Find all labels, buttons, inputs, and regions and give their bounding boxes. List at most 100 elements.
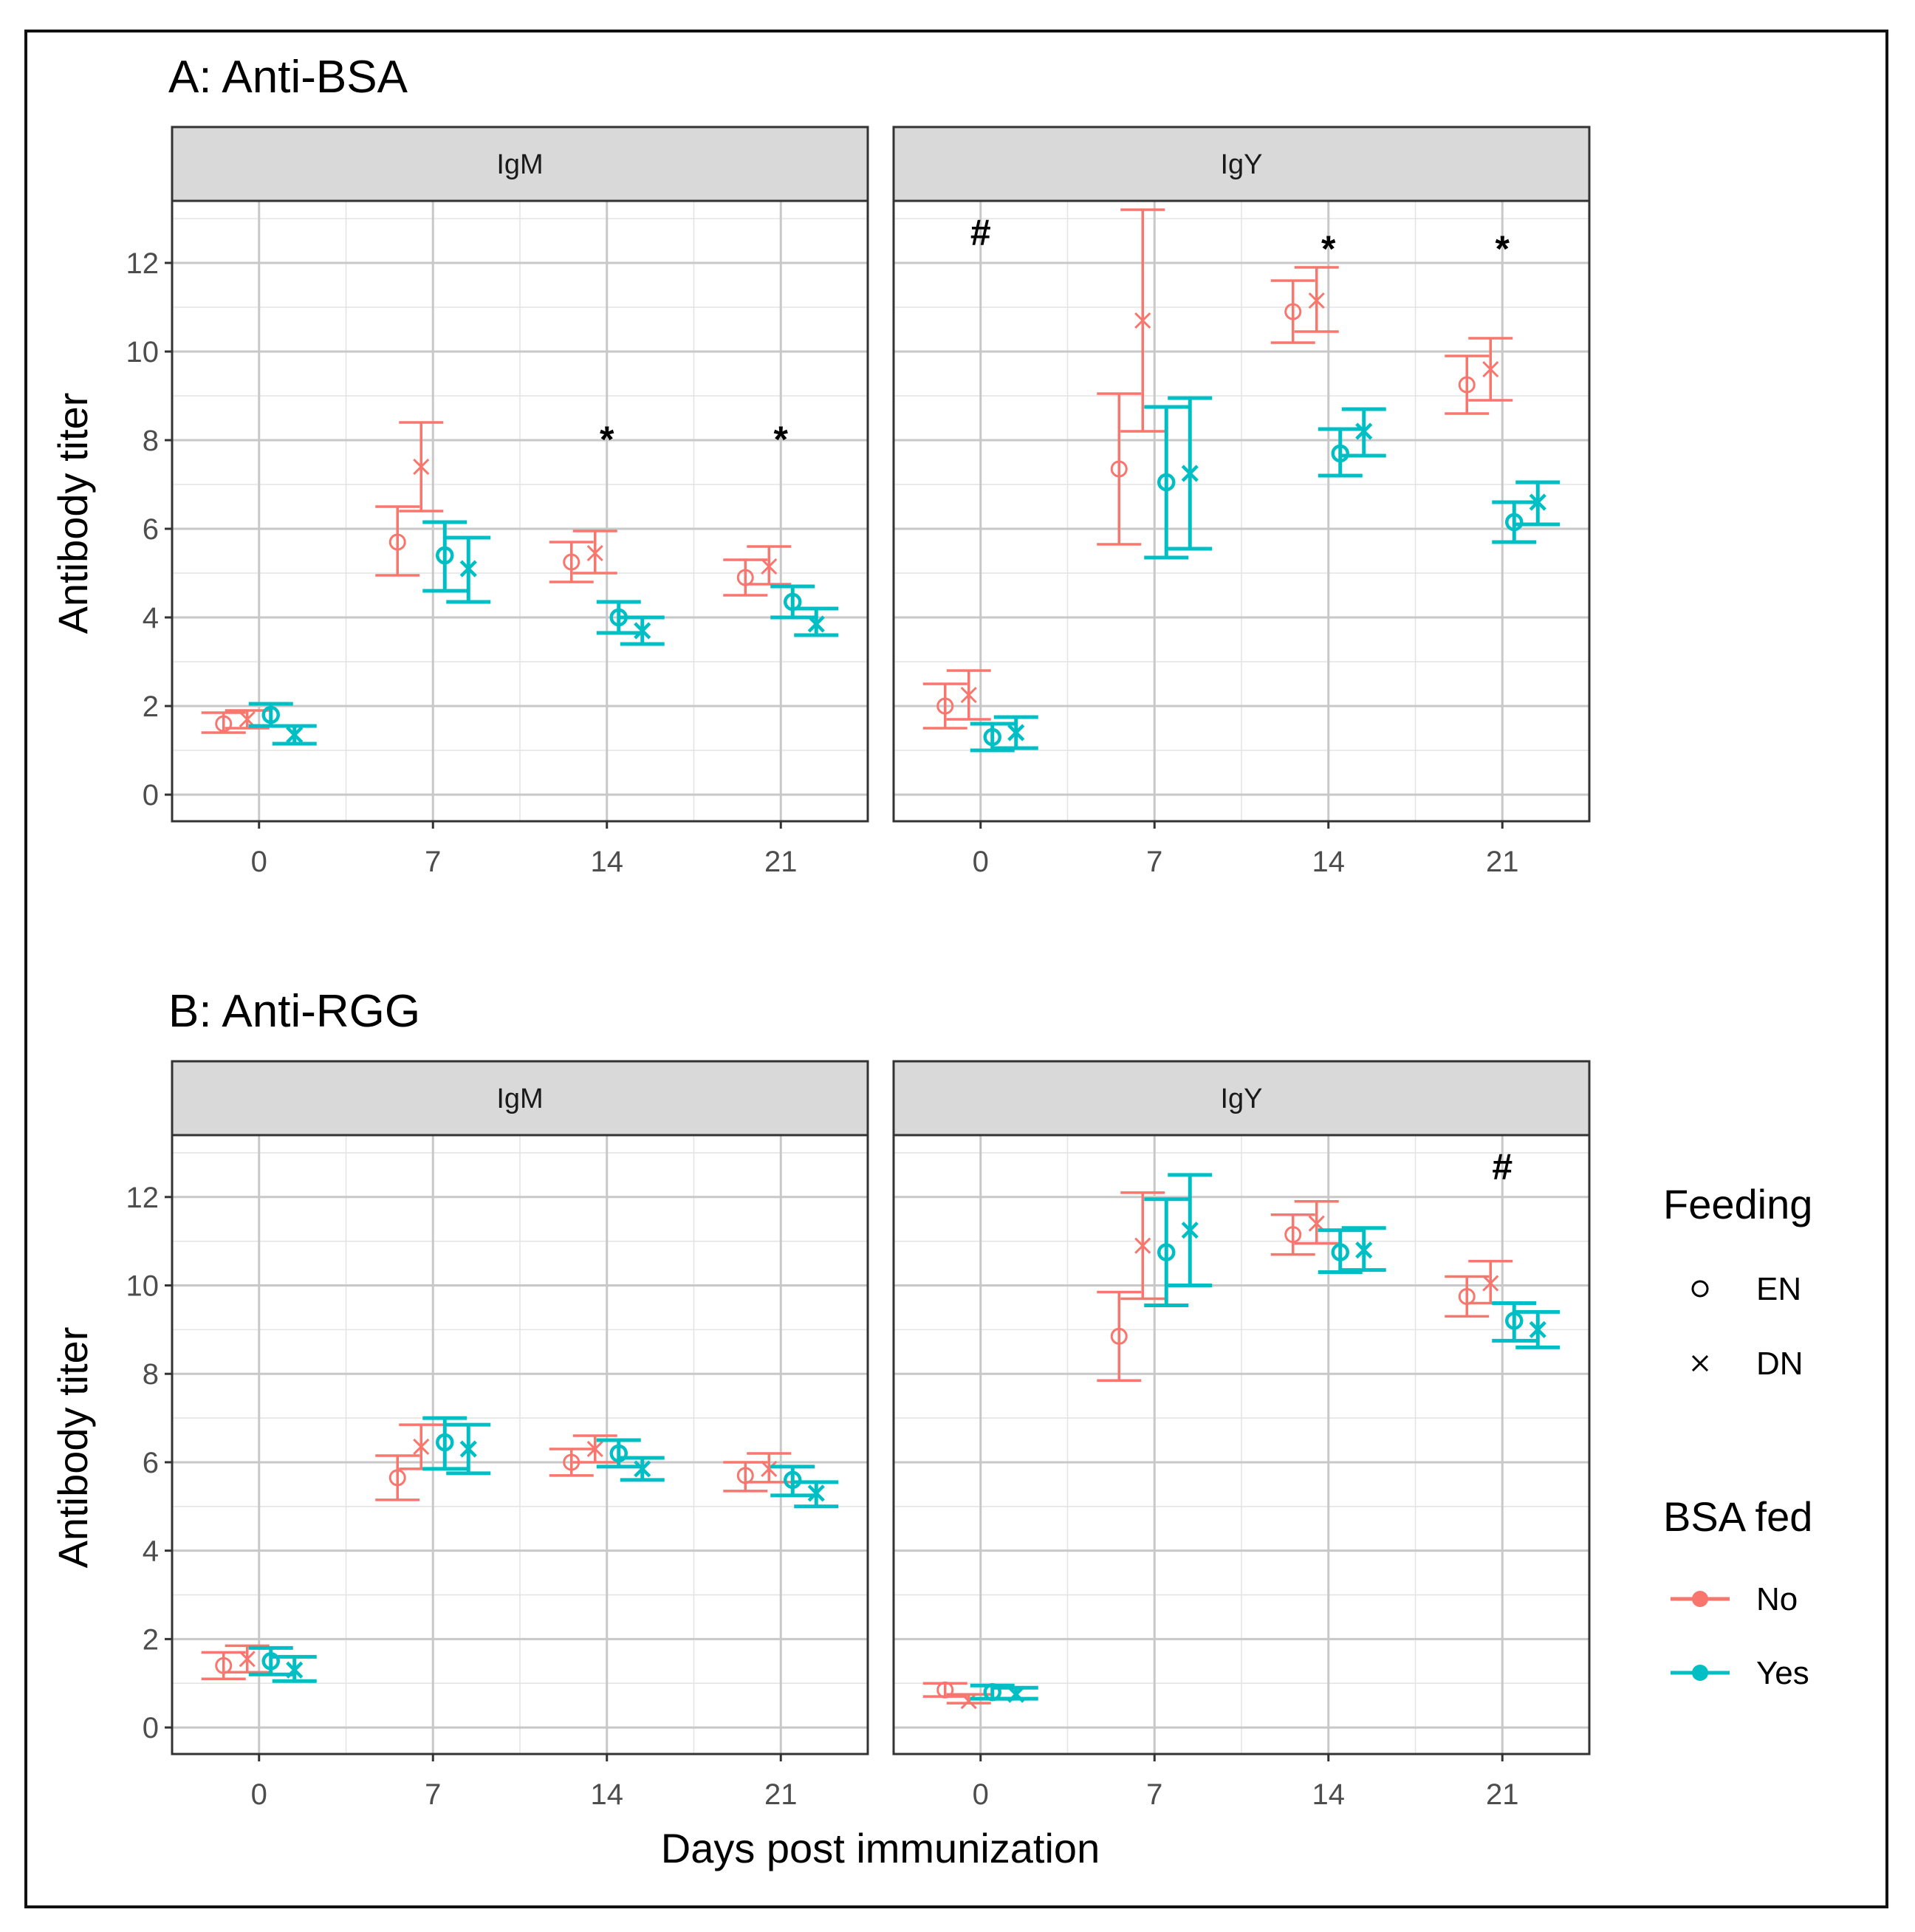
panel-b-igy: 0 7 14 21 # IgY (892, 1060, 1591, 1811)
x-axis-title: Days post immunization (661, 1825, 1100, 1871)
legend-cross-icon (1691, 1354, 1709, 1372)
strip-background (892, 126, 1591, 202)
error-bar (1445, 1275, 1490, 1318)
point-cross (1134, 312, 1151, 329)
panel-a-igm: 0 2 4 6 8 10 12 0 7 14 21 * * IgM (126, 126, 869, 878)
x-tick-label: 7 (1146, 1778, 1162, 1811)
point-circle (983, 1682, 1001, 1702)
error-bar (549, 541, 594, 583)
error-bar (1270, 1213, 1315, 1256)
point-cross-stroke (1355, 1241, 1373, 1259)
x-tick-label: 0 (973, 846, 989, 878)
x-tick-label: 0 (973, 1778, 989, 1811)
x-tick-label: 21 (764, 846, 798, 878)
legend-circle-icon (1691, 1280, 1709, 1298)
point-cross (761, 558, 778, 575)
point-cross (807, 1484, 825, 1502)
series-no-dn (225, 1423, 792, 1674)
x-tick-label: 0 (251, 846, 267, 878)
point-cross-stroke (286, 1661, 304, 1679)
y-tick-label: 0 (143, 1712, 159, 1744)
error-bar (1144, 405, 1189, 560)
point-cross (1181, 1222, 1199, 1239)
point-cross (1007, 1685, 1025, 1703)
point-cross (1007, 724, 1025, 741)
point-cross (413, 1438, 430, 1456)
point-cross-stroke (1529, 1320, 1546, 1338)
x-tick-label: 7 (425, 1778, 441, 1811)
point-cross-stroke (239, 710, 256, 728)
point-cross-stroke (807, 1484, 825, 1502)
point-cross (1355, 1241, 1373, 1259)
legend: Feeding EN DN BSA fed No Yes (1663, 1181, 1812, 1691)
series-yes-en (248, 1416, 815, 1676)
strip-background (892, 1060, 1591, 1137)
point-circle (436, 546, 454, 565)
legend-feeding-dn-label: DN (1756, 1346, 1803, 1382)
point-cross (459, 560, 477, 578)
point-circle (936, 1681, 954, 1699)
x-tick-label: 7 (425, 846, 441, 878)
error-bar (1097, 1290, 1142, 1382)
point-circle (1157, 473, 1176, 492)
error-bar (1144, 1197, 1189, 1307)
error-bar (422, 1416, 467, 1471)
point-circle (388, 533, 406, 551)
point-cross (1482, 1275, 1499, 1292)
legend-feeding-en-label: EN (1756, 1271, 1801, 1307)
point-cross-stroke (1308, 1215, 1325, 1232)
point-circle (1110, 460, 1128, 478)
y-tick-label: 10 (126, 336, 160, 369)
point-cross (1134, 1237, 1151, 1254)
point-circle (784, 592, 802, 612)
strip-background (171, 126, 869, 202)
point-circle (1331, 1243, 1349, 1261)
series-no-en (922, 279, 1490, 730)
point-circle (1284, 1226, 1302, 1244)
y-tick-label: 6 (143, 1447, 159, 1479)
y-tick-label: 2 (143, 691, 159, 723)
y-tick-label: 4 (143, 602, 159, 634)
panel-b-igm: 0 2 4 6 8 10 12 0 7 14 21 IgM (126, 1060, 869, 1811)
point-cross (413, 458, 430, 476)
x-tick-label: 14 (1312, 1778, 1346, 1811)
error-bar (549, 1448, 594, 1477)
point-circle (215, 1657, 233, 1674)
point-cross-stroke (586, 1440, 603, 1458)
error-bar (1270, 279, 1315, 344)
significance-marker: * (1496, 228, 1510, 270)
point-cross (586, 1440, 603, 1458)
y-tick-label: 10 (126, 1270, 160, 1303)
point-circle (609, 1444, 628, 1463)
point-cross-stroke (807, 615, 825, 633)
legend-no-dot (1692, 1591, 1708, 1607)
point-circle (983, 727, 1001, 747)
error-bar (1492, 500, 1537, 544)
strip-label: IgY (1220, 1083, 1262, 1114)
panel-a-igy: 0 7 14 21 # * * IgY (892, 126, 1591, 878)
point-cross (960, 1693, 977, 1710)
point-cross (1181, 465, 1199, 482)
error-bar (1097, 392, 1142, 546)
error-bar (1492, 1301, 1537, 1343)
point-circle (261, 1652, 280, 1671)
point-cross-stroke (413, 1438, 430, 1456)
point-cross-stroke (459, 1440, 477, 1458)
error-bar (375, 505, 420, 577)
point-cross-stroke (1134, 1237, 1151, 1254)
legend-bsa-yes-label: Yes (1756, 1655, 1809, 1691)
point-circle (1157, 1243, 1176, 1261)
x-tick-label: 21 (1486, 1778, 1519, 1811)
x-tick-label: 21 (1486, 846, 1519, 878)
point-cross-stroke (1482, 360, 1499, 378)
point-circle (1458, 376, 1476, 394)
series-yes-dn (993, 1173, 1561, 1703)
y-tick-label: 12 (126, 1182, 160, 1214)
point-circle (388, 1469, 406, 1487)
point-circle (436, 1433, 454, 1452)
point-cross (807, 615, 825, 633)
series-no-en (201, 505, 768, 734)
point-cross (1308, 292, 1325, 309)
section-a-title: A: Anti-BSA (168, 52, 408, 103)
